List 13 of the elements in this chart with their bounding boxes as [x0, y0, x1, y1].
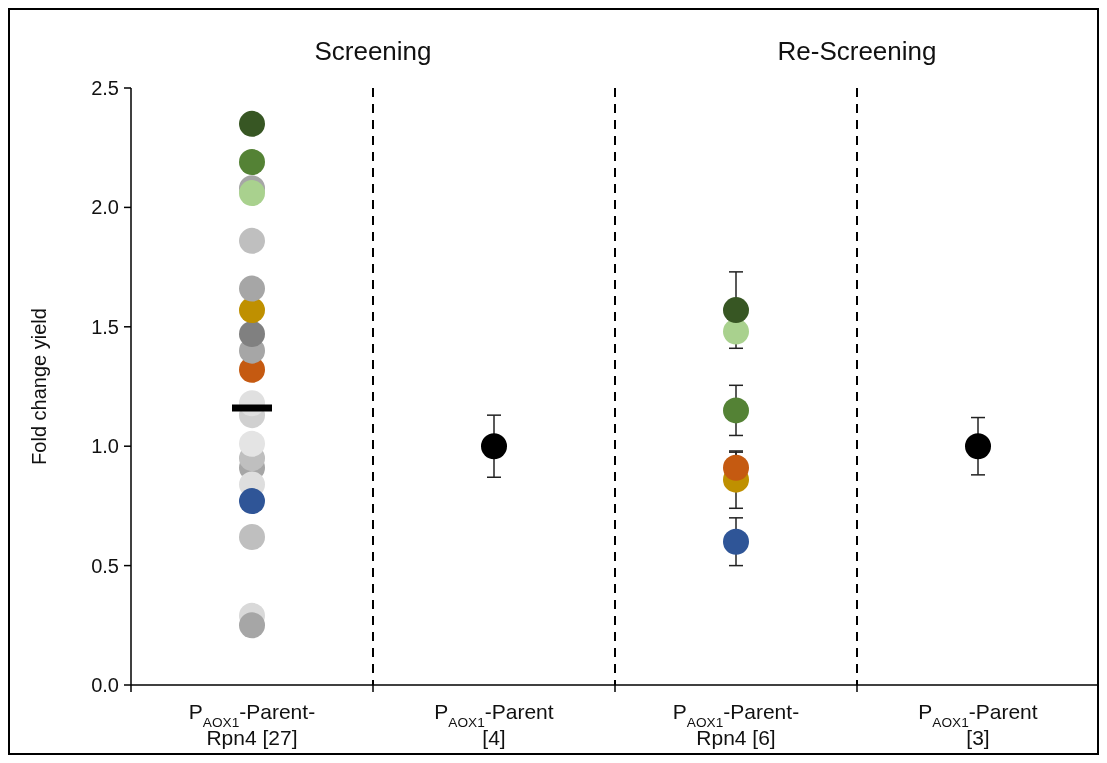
y-axis-title: Fold change yield	[28, 308, 50, 465]
y-tick-label: 1.0	[91, 435, 119, 458]
x-tick-label: P$_{AOX1}$-Parent [3]	[918, 700, 1038, 749]
y-tick-label: 2.5	[91, 77, 119, 99]
y-tick-label: 0.5	[91, 554, 119, 577]
y-tick-label: 2.0	[91, 196, 119, 219]
x-tick-label: P$_{AOX1}$-Parent [4]	[434, 700, 554, 749]
x-tick-label: P$_{AOX1}$-Parent-Rpn4 [6]	[672, 700, 800, 749]
x-tick-label: P$_{AOX1}$-Parent-Rpn4 [27]	[188, 700, 316, 749]
y-tick-label: 0.0	[91, 674, 119, 696]
y-tick-label: 1.5	[91, 315, 119, 338]
text: Screening	[314, 36, 432, 66]
text: Re-Screening	[777, 36, 937, 66]
